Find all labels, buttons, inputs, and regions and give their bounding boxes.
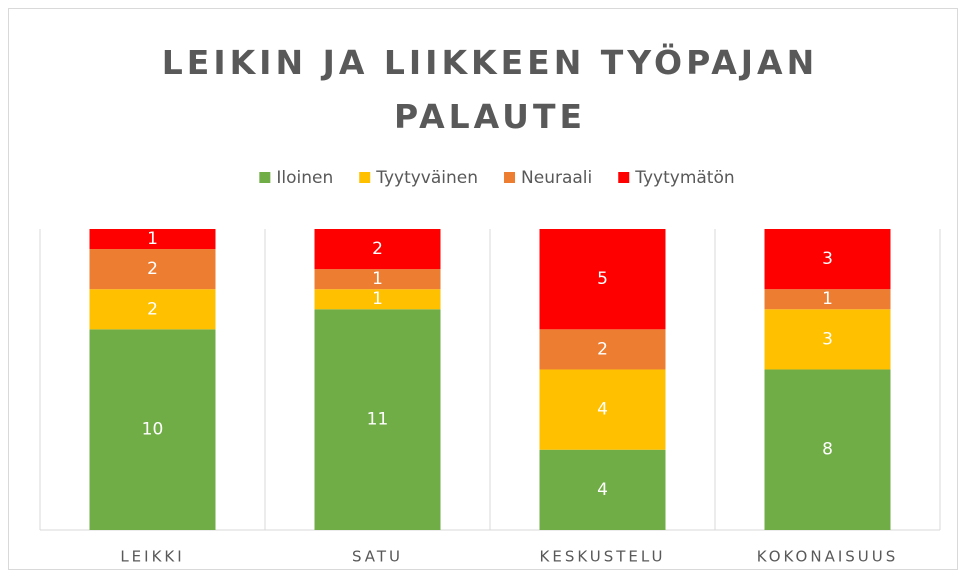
legend-swatch (618, 172, 630, 183)
bar-segment (89, 329, 216, 530)
legend-label: Tyytymätön (634, 168, 734, 188)
data-label: 4 (597, 400, 608, 420)
bar-segment (314, 229, 441, 270)
bar-segment (764, 309, 891, 370)
legend-label: Neuraali (521, 168, 592, 188)
data-label: 2 (597, 339, 608, 359)
data-label: 8 (822, 440, 833, 460)
data-label: 4 (597, 480, 608, 500)
legend-swatch (504, 172, 516, 183)
data-label: 1 (372, 269, 383, 289)
bar-segment (539, 329, 666, 370)
bar-segment (89, 289, 216, 330)
bar-segment (764, 289, 891, 310)
data-label: 1 (372, 289, 383, 309)
bar-segment (314, 309, 441, 530)
bar-segment (539, 369, 666, 450)
data-label: 5 (597, 269, 608, 289)
data-label: 3 (822, 249, 833, 269)
legend-label: Tyytyväinen (375, 168, 478, 188)
data-label: 1 (822, 289, 833, 309)
data-label: 3 (822, 329, 833, 349)
data-label: 2 (147, 299, 158, 319)
data-label: 1 (147, 229, 158, 249)
bar-segment (764, 369, 891, 530)
chart-frame (8, 8, 958, 570)
x-tick-label: SATU (352, 548, 403, 566)
chart-title: LEIKIN JA LIIKKEEN TYÖPAJAN PALAUTE (161, 43, 819, 136)
bar-segment (314, 289, 441, 310)
bar-segment (764, 229, 891, 290)
legend-swatch (359, 172, 371, 183)
bar-segment (89, 249, 216, 290)
bar-segment (539, 229, 666, 330)
data-label: 10 (142, 420, 164, 440)
bar-segment (314, 269, 441, 290)
data-label: 2 (372, 239, 383, 259)
legend-swatch (259, 172, 271, 183)
bar-segment (539, 449, 666, 530)
data-label: 2 (147, 259, 158, 279)
x-tick-label: KESKUSTELU (540, 548, 666, 566)
x-tick-label: LEIKKI (120, 548, 184, 566)
data-label: 11 (367, 410, 389, 430)
bar-segment (89, 229, 216, 250)
legend-label: Iloinen (276, 168, 333, 188)
x-tick-label: KOKONAISUUS (757, 548, 899, 566)
